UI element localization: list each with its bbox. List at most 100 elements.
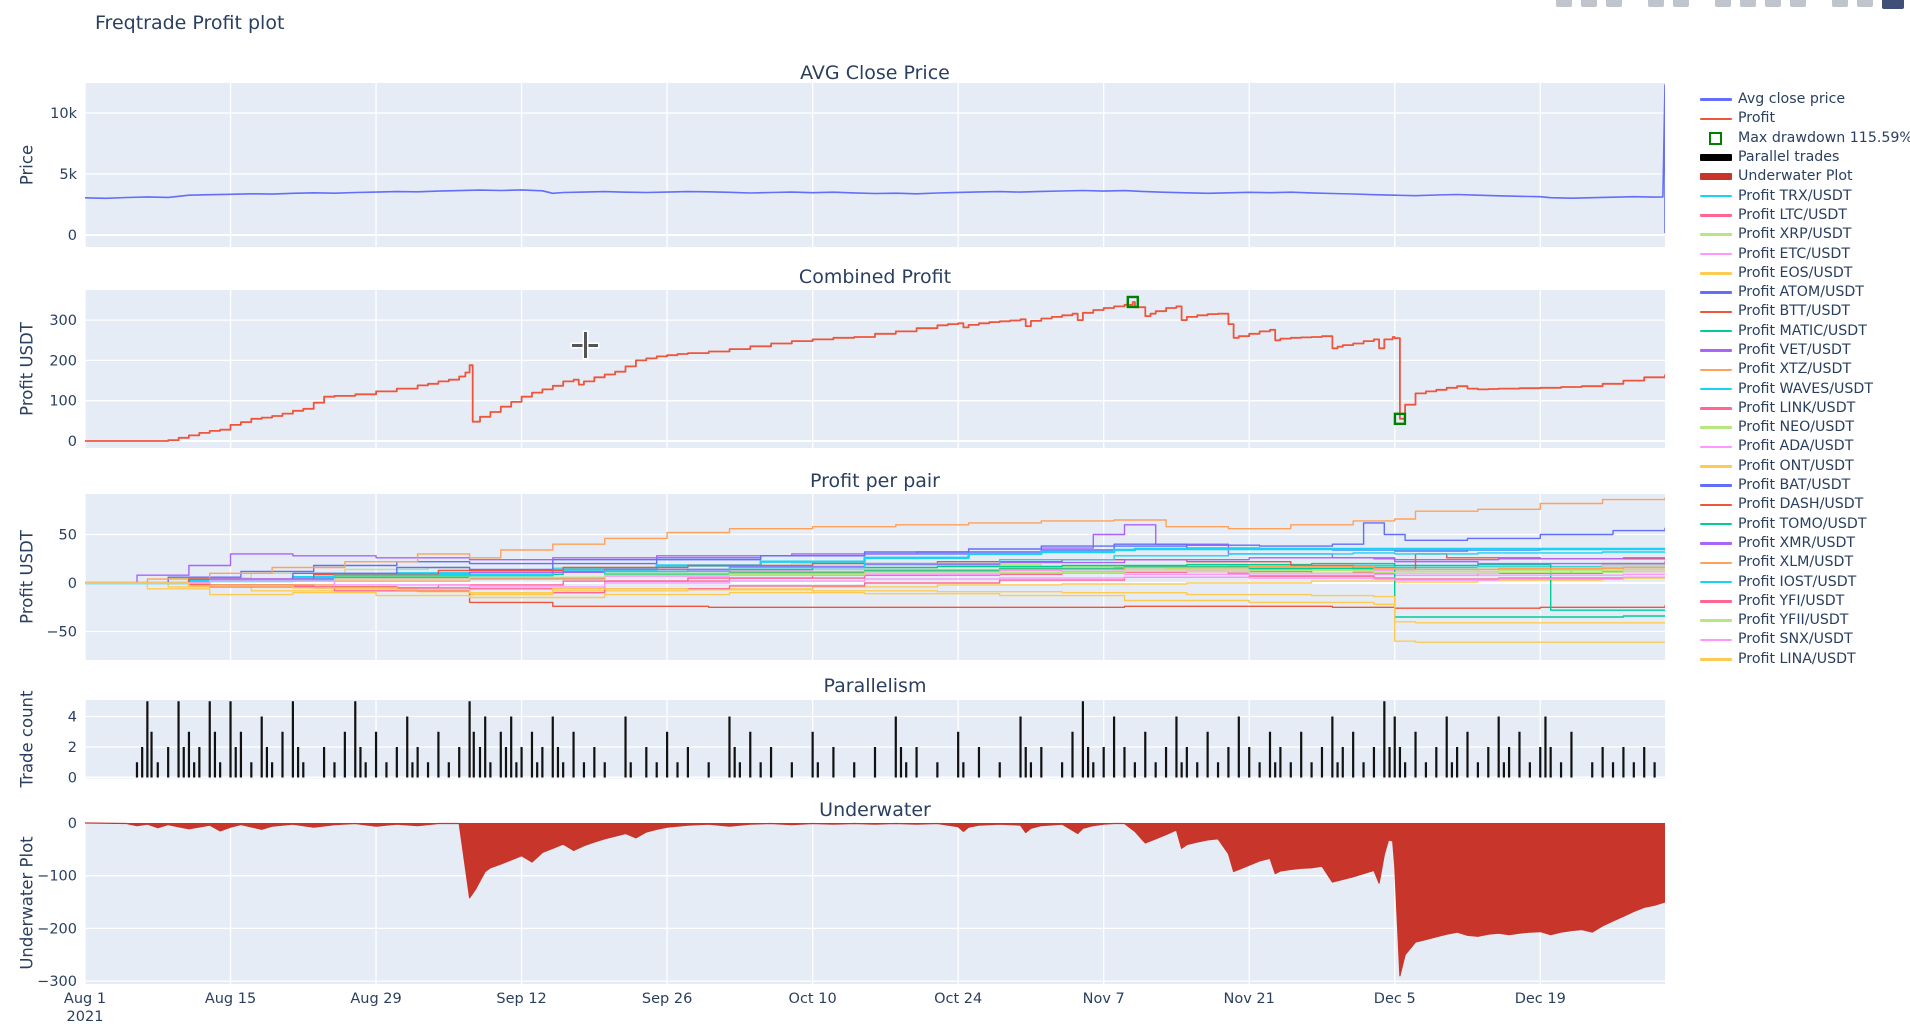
legend-swatch-line-icon — [1700, 503, 1738, 507]
svg-text:Sep 26: Sep 26 — [642, 991, 692, 1007]
plot-area-1[interactable] — [85, 290, 1665, 448]
legend-item-profit-ada-usdt[interactable]: Profit ADA/USDT — [1700, 437, 1905, 456]
legend-item-profit-snx-usdt[interactable]: Profit SNX/USDT — [1700, 630, 1905, 649]
legend-item-max-drawdown-115-59-[interactable]: Max drawdown 115.59% — [1700, 129, 1910, 148]
zoom-icon[interactable] — [1581, 0, 1597, 7]
hover-compare-icon[interactable] — [1857, 0, 1873, 7]
legend-item-profit-xtz-usdt[interactable]: Profit XTZ/USDT — [1700, 360, 1905, 379]
legend-item-profit-ltc-usdt[interactable]: Profit LTC/USDT — [1700, 206, 1905, 225]
pan-icon[interactable] — [1606, 0, 1622, 7]
legend-label: Max drawdown 115.59% — [1738, 129, 1910, 146]
legend-item-profit-tomo-usdt[interactable]: Profit TOMO/USDT — [1700, 515, 1905, 534]
legend-item-profit-eos-usdt[interactable]: Profit EOS/USDT — [1700, 264, 1905, 283]
legend-label: Profit IOST/USDT — [1738, 573, 1857, 590]
yaxis-title-price: Price — [17, 144, 37, 186]
legend-swatch-line-icon — [1700, 194, 1738, 198]
svg-text:−50: −50 — [46, 625, 77, 641]
autoscale-icon[interactable] — [1765, 0, 1781, 7]
legend-label: Profit BAT/USDT — [1738, 477, 1851, 494]
svg-text:Dec 5: Dec 5 — [1374, 991, 1416, 1007]
legend-swatch-line-icon — [1700, 561, 1738, 565]
legend-swatch-line-icon — [1700, 98, 1738, 101]
legend-item-profit-matic-usdt[interactable]: Profit MATIC/USDT — [1700, 322, 1905, 341]
legend-item-profit-atom-usdt[interactable]: Profit ATOM/USDT — [1700, 283, 1905, 302]
zoom-in-icon[interactable] — [1715, 0, 1731, 7]
svg-text:Aug 15: Aug 15 — [205, 991, 256, 1007]
plotly-logo[interactable] — [1882, 0, 1904, 9]
subplot-3: 0 2 4 — [68, 700, 1665, 787]
box-select-icon[interactable] — [1648, 0, 1664, 7]
legend-item-profit-neo-usdt[interactable]: Profit NEO/USDT — [1700, 418, 1905, 437]
zoom-out-icon[interactable] — [1740, 0, 1756, 7]
legend-label: Profit ONT/USDT — [1738, 457, 1854, 474]
series-profit-lina-usdt — [85, 582, 1665, 643]
legend-item-profit-iost-usdt[interactable]: Profit IOST/USDT — [1700, 572, 1905, 591]
svg-text:4: 4 — [68, 710, 77, 726]
legend-label: Profit ADA/USDT — [1738, 438, 1854, 455]
legend: Avg close price Profit Max drawdown 115.59… — [1700, 90, 1910, 669]
legend-swatch-line-icon — [1700, 117, 1738, 121]
series-profit-dash-usdt — [85, 553, 1665, 584]
svg-text:2: 2 — [68, 740, 77, 756]
svg-text:−100: −100 — [37, 869, 77, 885]
legend-item-profit-lina-usdt[interactable]: Profit LINA/USDT — [1700, 650, 1905, 669]
series-profit-xlm-usdt — [85, 565, 1665, 586]
subplot-title-parallelism: Parallelism — [823, 675, 927, 697]
legend-item-profit-vet-usdt[interactable]: Profit VET/USDT — [1700, 341, 1905, 360]
legend-item-avg-close-price[interactable]: Avg close price — [1700, 90, 1905, 109]
subplot-0: 0 5k 10k — [50, 83, 1665, 247]
reset-axes-icon[interactable] — [1790, 0, 1806, 7]
svg-text:−200: −200 — [37, 921, 77, 937]
legend-item-profit-xmr-usdt[interactable]: Profit XMR/USDT — [1700, 534, 1905, 553]
legend-swatch-line-icon — [1700, 465, 1738, 468]
legend-label: Parallel trades — [1738, 149, 1840, 166]
plot-area-0[interactable] — [85, 83, 1665, 247]
camera-icon[interactable] — [1556, 0, 1572, 7]
legend-swatch-line-icon — [1700, 310, 1738, 314]
subplot-title-avg-close-price: AVG Close Price — [800, 62, 950, 84]
legend-item-underwater-plot[interactable]: Underwater Plot — [1700, 167, 1905, 186]
legend-item-profit-trx-usdt[interactable]: Profit TRX/USDT — [1700, 186, 1905, 205]
series-profit-yfii-usdt — [85, 570, 1665, 584]
legend-label: Profit SNX/USDT — [1738, 631, 1853, 648]
legend-item-profit-yfi-usdt[interactable]: Profit YFI/USDT — [1700, 592, 1905, 611]
legend-item-profit-yfii-usdt[interactable]: Profit YFII/USDT — [1700, 611, 1905, 630]
legend-swatch-line-icon — [1700, 214, 1738, 217]
legend-swatch-line-icon — [1700, 349, 1738, 352]
svg-text:0: 0 — [68, 228, 77, 244]
legend-item-profit-etc-usdt[interactable]: Profit ETC/USDT — [1700, 244, 1905, 263]
legend-item-parallel-trades[interactable]: Parallel trades — [1700, 148, 1905, 167]
svg-text:Aug 1: Aug 1 — [64, 991, 106, 1007]
legend-swatch-line-icon — [1700, 542, 1738, 545]
series-underwater-plot — [85, 822, 1665, 977]
legend-item-profit-link-usdt[interactable]: Profit LINK/USDT — [1700, 399, 1905, 418]
svg-text:Sep 12: Sep 12 — [496, 991, 546, 1007]
legend-item-profit-btt-usdt[interactable]: Profit BTT/USDT — [1700, 302, 1905, 321]
legend-item-profit-bat-usdt[interactable]: Profit BAT/USDT — [1700, 476, 1905, 495]
legend-item-profit-xlm-usdt[interactable]: Profit XLM/USDT — [1700, 553, 1905, 572]
legend-item-profit-ont-usdt[interactable]: Profit ONT/USDT — [1700, 457, 1905, 476]
legend-item-profit-dash-usdt[interactable]: Profit DASH/USDT — [1700, 495, 1905, 514]
legend-item-profit-xrp-usdt[interactable]: Profit XRP/USDT — [1700, 225, 1905, 244]
legend-swatch-line-icon — [1700, 368, 1738, 372]
legend-swatch-line-icon — [1700, 173, 1738, 181]
legend-label: Profit YFI/USDT — [1738, 592, 1845, 609]
toggle-spikelines-icon[interactable] — [1832, 0, 1848, 7]
yaxis-title-profit-usdt-pairs: Profit USDT — [17, 530, 37, 624]
x-axis-labels: Aug 1 2021 Aug 15 Aug 29 Sep 12 Sep 26 Oct 10 O… — [64, 991, 1566, 1024]
legend-label: Profit XTZ/USDT — [1738, 361, 1852, 378]
legend-swatch-line-icon — [1700, 580, 1738, 584]
svg-text:0: 0 — [68, 816, 77, 832]
legend-label: Profit EOS/USDT — [1738, 264, 1853, 281]
legend-item-profit-waves-usdt[interactable]: Profit WAVES/USDT — [1700, 379, 1905, 398]
legend-swatch-line-icon — [1700, 600, 1738, 603]
legend-label: Profit MATIC/USDT — [1738, 322, 1867, 339]
legend-swatch-line-icon — [1700, 619, 1738, 622]
svg-text:200: 200 — [49, 353, 77, 369]
yaxis-title-trade-count: Trade count — [17, 690, 37, 788]
legend-item-profit[interactable]: Profit — [1700, 109, 1905, 128]
legend-label: Profit LINK/USDT — [1738, 399, 1856, 416]
lasso-icon[interactable] — [1673, 0, 1689, 7]
